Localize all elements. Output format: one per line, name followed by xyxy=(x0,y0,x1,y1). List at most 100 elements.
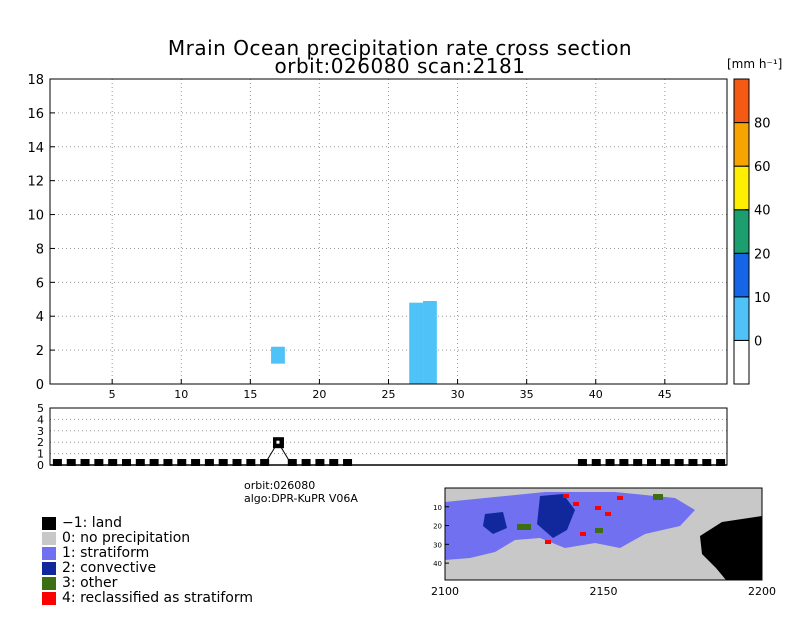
algo-info: algo:DPR-KuPR V06A xyxy=(244,492,358,505)
colorbar-segment xyxy=(733,165,750,211)
y-tick-label: 0 xyxy=(36,378,44,393)
map-reclassified-region xyxy=(573,502,579,506)
precip-cell xyxy=(409,302,424,384)
legend-label: 0: no precipitation xyxy=(62,530,191,546)
legend-item-convective: 2: convective xyxy=(42,561,156,576)
legend-item-no-precip: 0: no precipitation xyxy=(42,531,190,546)
colorbar-segment xyxy=(733,339,750,385)
map-reclassified-region xyxy=(545,540,551,544)
land-marker xyxy=(591,459,601,466)
y-tick-label: 4 xyxy=(37,413,44,426)
chart-title: Mrain Ocean precipitation rate cross sec… xyxy=(167,36,633,60)
land-marker xyxy=(260,459,270,466)
land-marker xyxy=(674,459,684,466)
legend-label: 3: other xyxy=(62,575,118,591)
y-tick-label: 16 xyxy=(27,107,44,122)
legend-label: 1: stratiform xyxy=(62,545,150,561)
y-tick-label: 14 xyxy=(27,141,44,156)
map-other-region xyxy=(595,528,603,533)
map-reclassified-region xyxy=(563,494,569,498)
legend-swatch xyxy=(42,532,56,545)
land-marker xyxy=(647,459,657,466)
land-marker xyxy=(149,459,159,466)
y-tick-label: 18 xyxy=(27,73,44,88)
precip-type-map: 10 20 30 40 2100 2150 2200 xyxy=(431,487,776,598)
x-tick-label: 15 xyxy=(243,388,257,400)
legend-item-land: −1: land xyxy=(42,516,122,531)
map-other-region xyxy=(517,524,531,530)
legend-label: −1: land xyxy=(62,515,123,531)
land-marker xyxy=(619,459,629,466)
y-tick-label: 2 xyxy=(36,344,44,359)
orbit-info: orbit:026080 xyxy=(244,479,316,492)
land-marker xyxy=(135,459,145,466)
land-marker xyxy=(204,459,214,466)
land-marker xyxy=(108,459,118,466)
legend-label: 4: reclassified as stratiform xyxy=(62,590,254,606)
map-land-region xyxy=(700,516,762,580)
land-marker xyxy=(577,459,587,466)
colorbar-segment xyxy=(733,209,750,254)
map-y-tick-label: 10 xyxy=(433,504,442,512)
map-other-region xyxy=(653,494,663,500)
y-tick-label: 12 xyxy=(27,175,44,190)
x-tick-label: 5 xyxy=(109,388,116,400)
land-marker xyxy=(52,459,62,466)
legend-item-stratiform: 1: stratiform xyxy=(42,546,149,561)
land-marker xyxy=(287,459,297,466)
map-reclassified-region xyxy=(605,512,611,516)
legend-item-other: 3: other xyxy=(42,576,117,591)
legend-swatch xyxy=(42,592,56,605)
land-marker xyxy=(605,459,615,466)
y-tick-label: 4 xyxy=(36,310,44,325)
x-tick-label: 40 xyxy=(589,388,603,400)
y-tick-label: 6 xyxy=(36,276,44,291)
colorbar-tick-label: 40 xyxy=(754,204,771,219)
colorbar-segment xyxy=(733,252,750,298)
land-marker xyxy=(232,459,242,466)
precip-cell xyxy=(423,300,437,384)
land-marker xyxy=(329,459,339,466)
map-x-tick-label: 2150 xyxy=(590,585,618,598)
land-marker xyxy=(315,459,325,466)
colorbar: 0 10 20 40 60 80 xyxy=(733,78,771,385)
land-marker xyxy=(218,459,228,466)
colorbar-tick-label: 0 xyxy=(754,334,762,349)
map-frame xyxy=(444,487,763,581)
colorbar-tick-label: 60 xyxy=(754,160,771,175)
land-marker xyxy=(66,459,76,466)
land-marker xyxy=(177,459,187,466)
land-marker xyxy=(716,459,726,466)
map-x-tick-label: 2100 xyxy=(431,585,459,598)
x-tick-label: 25 xyxy=(382,388,396,400)
x-tick-label: 10 xyxy=(174,388,188,400)
land-marker xyxy=(301,459,311,466)
land-marker xyxy=(246,459,256,466)
legend-swatch xyxy=(42,577,56,590)
legend-label: 2: convective xyxy=(62,560,157,576)
colorbar-segment xyxy=(733,296,750,341)
y-tick-label: 3 xyxy=(37,425,44,438)
map-y-tick-label: 20 xyxy=(433,523,442,531)
map-convective-region xyxy=(537,494,575,538)
precip-cell xyxy=(271,346,285,364)
map-y-tick-label: 40 xyxy=(433,560,442,568)
y-tick-label: 10 xyxy=(27,209,44,224)
map-reclassified-region xyxy=(595,506,601,510)
land-marker xyxy=(633,459,643,466)
land-marker xyxy=(688,459,698,466)
map-x-tick-label: 2200 xyxy=(748,585,776,598)
land-marker xyxy=(94,459,104,466)
colorbar-unit-label: [mm h⁻¹] xyxy=(727,57,783,71)
y-tick-label: 0 xyxy=(37,459,44,472)
y-tick-label: 1 xyxy=(37,448,44,461)
y-tick-label: 2 xyxy=(37,436,44,449)
cross-section-chart: 5 10 15 20 25 30 35 40 45 0 2 4 6 8 10 12 14 16 18 xyxy=(27,73,728,400)
colorbar-tick-label: 10 xyxy=(754,291,771,306)
type-marker-dot xyxy=(276,440,280,444)
colorbar-segment xyxy=(733,78,750,124)
map-reclassified-region xyxy=(580,532,586,536)
land-marker xyxy=(163,459,173,466)
x-tick-label: 20 xyxy=(312,388,326,400)
